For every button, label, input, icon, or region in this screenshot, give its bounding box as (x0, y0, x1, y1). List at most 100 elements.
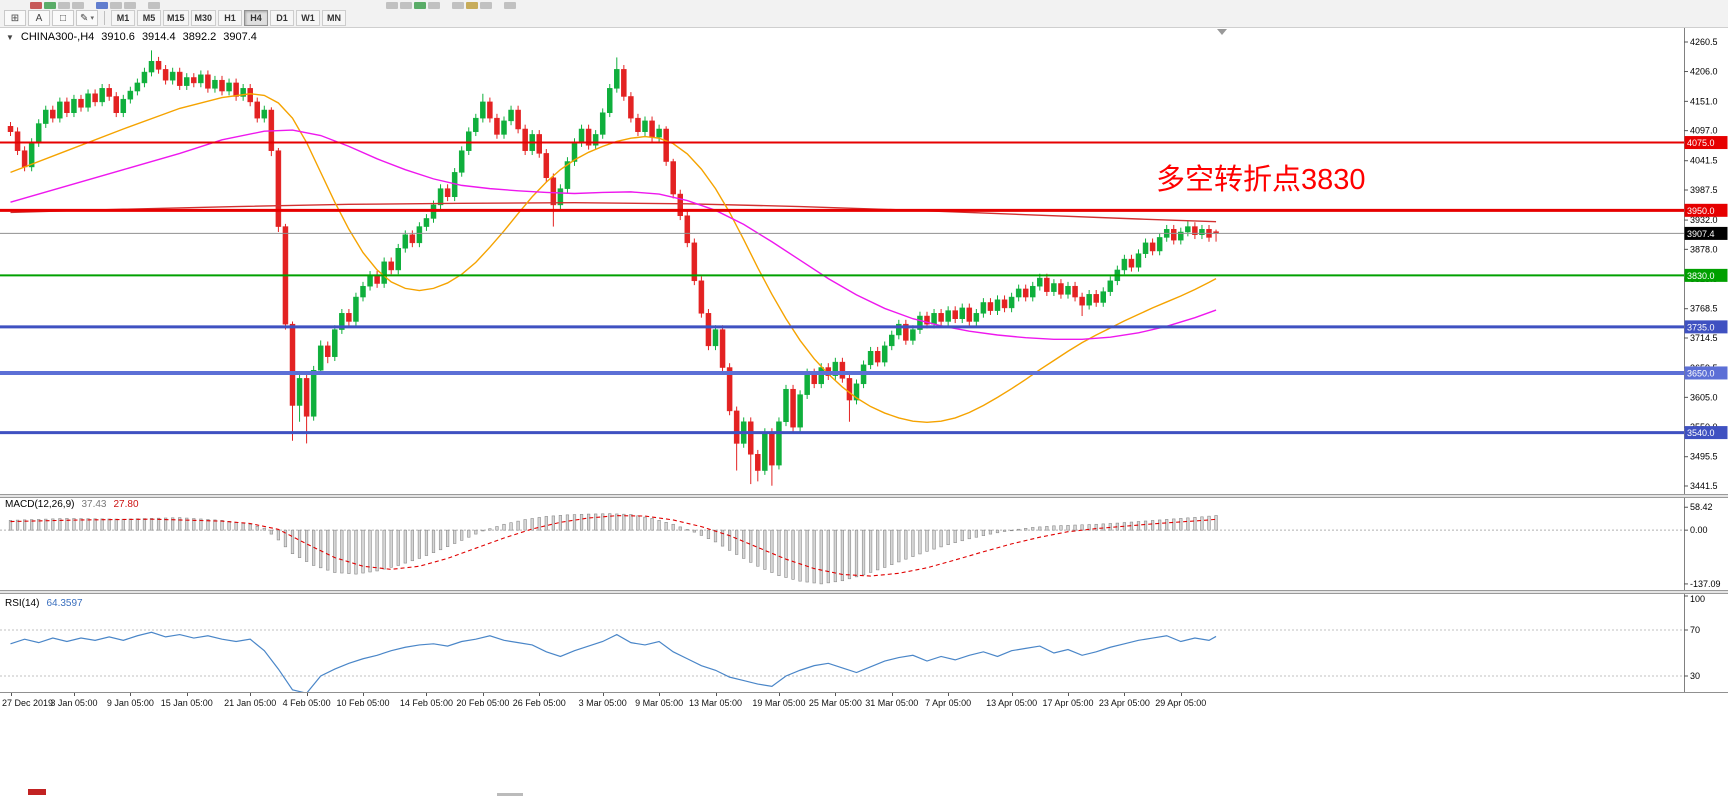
time-label: 19 Mar 05:00 (752, 698, 806, 708)
timeframe-m30-button[interactable]: M30 (190, 10, 217, 26)
svg-text:0.00: 0.00 (1690, 525, 1708, 535)
text-tool-button[interactable]: A (28, 10, 50, 26)
toolbar-icon-partial[interactable] (466, 2, 478, 9)
timeframe-h1-button[interactable]: H1 (218, 10, 243, 26)
ohlc-close: 3907.4 (223, 31, 257, 43)
time-label: 17 Apr 05:00 (1042, 698, 1094, 708)
horizontal-lines-layer[interactable] (0, 141, 1684, 435)
chart-annotation-text[interactable]: 多空转折点3830 (1156, 164, 1366, 196)
time-tick (250, 693, 252, 696)
moving-averages-layer (10, 93, 1217, 423)
macd-scale[interactable]: 58.42 0.00 -137.09 (1684, 498, 1721, 590)
toolbar-icon-partial[interactable] (72, 2, 84, 9)
main-chart-svg[interactable]: 4260.5 4206.0 4151.0 4097.0 4041.5 3987.5 3932… (0, 28, 1728, 494)
crosshair-tool-icon: ⊞ (10, 12, 20, 24)
rsi-line (10, 631, 1217, 692)
time-label: 23 Apr 05:00 (1098, 698, 1150, 708)
svg-text:3768.5: 3768.5 (1690, 304, 1718, 314)
rsi-scale[interactable]: 100 70 30 (1684, 594, 1705, 692)
timeframe-w1-button[interactable]: W1 (296, 10, 321, 26)
time-tick (948, 693, 950, 696)
time-tick (306, 693, 308, 696)
time-tick (130, 693, 132, 696)
shapes-tool-button[interactable]: □ (52, 10, 74, 26)
toolbar-icon-partial[interactable] (414, 2, 426, 9)
ma-mid-orange (10, 93, 1217, 423)
price-badges: 4075.0 3950.0 3830.0 3735.0 3650.0 3540.0 3907… (1684, 136, 1728, 440)
time-label: 27 Dec 2019 (2, 698, 54, 708)
macd-panel-svg[interactable]: 58.42 0.00 -137.09 (0, 498, 1728, 590)
cut-off-content (497, 793, 523, 796)
time-tick (363, 693, 364, 696)
svg-text:3950.0: 3950.0 (1687, 206, 1715, 216)
chart-shift-marker (1217, 29, 1227, 35)
time-axis[interactable]: 27 Dec 2019 3 Jan 05:00 9 Jan 05:00 15 Jan … (0, 692, 1728, 714)
toolbar-main-row: ⊞ A □ ✎ ▾ M1 M5 M15 M30 H1 H4 D1 W1 MN (0, 9, 347, 27)
timeframe-h4-button[interactable]: H4 (244, 10, 269, 26)
rsi-panel-svg[interactable]: 100 70 30 (0, 594, 1728, 692)
ohlc-low: 3892.2 (182, 31, 217, 43)
toolbar-icon-partial[interactable] (58, 2, 70, 9)
toolbar-icon-partial[interactable] (386, 2, 398, 9)
time-label: 15 Jan 05:00 (160, 698, 213, 708)
timeframe-m15-button[interactable]: M15 (163, 10, 189, 26)
time-label: 26 Feb 05:00 (512, 698, 566, 708)
panel-splitter[interactable] (0, 590, 1728, 594)
timeframe-mn-button[interactable]: MN (322, 10, 347, 26)
time-label: 14 Feb 05:00 (399, 698, 453, 708)
toolbar-icon-partial[interactable] (452, 2, 464, 9)
time-tick (482, 693, 484, 696)
chart-window: 4260.5 4206.0 4151.0 4097.0 4041.5 3987.5 3932… (0, 28, 1728, 714)
time-label: 9 Mar 05:00 (635, 698, 684, 708)
toolbar-icon-partial[interactable] (124, 2, 136, 9)
crosshair-tool-button[interactable]: ⊞ (4, 10, 26, 26)
panel-splitter[interactable] (0, 494, 1728, 498)
svg-text:3540.0: 3540.0 (1687, 428, 1715, 438)
svg-text:70: 70 (1690, 625, 1700, 635)
toolbar-icon-partial[interactable] (504, 2, 516, 9)
time-label: 4 Feb 05:00 (282, 698, 331, 708)
ohlc-open: 3910.6 (101, 31, 135, 43)
toolbar-icon-partial[interactable] (110, 2, 122, 9)
rsi-header: RSI(14) 64.3597 (5, 598, 83, 609)
svg-text:3495.5: 3495.5 (1690, 452, 1718, 462)
chevron-down-icon: ▾ (90, 15, 94, 22)
collapse-triangle-icon[interactable]: ▼ (6, 32, 14, 42)
shapes-tool-icon: □ (59, 12, 67, 24)
timeframe-m5-button[interactable]: M5 (137, 10, 161, 26)
toolbar-icon-partial[interactable] (400, 2, 412, 9)
toolbar-icon-partial[interactable] (428, 2, 440, 9)
drawing-tools: ⊞ A □ ✎ ▾ (3, 10, 99, 26)
toolbar-icon-partial[interactable] (30, 2, 42, 9)
time-tick (835, 693, 837, 696)
svg-text:30: 30 (1690, 671, 1700, 681)
timeframe-d1-button[interactable]: D1 (270, 10, 295, 26)
time-tick (10, 693, 12, 696)
toolbar-separator (104, 11, 105, 25)
toolbar-icon-partial[interactable] (480, 2, 492, 9)
timeframe-m1-button[interactable]: M1 (111, 10, 135, 26)
time-tick (602, 693, 604, 696)
ma-fast-magenta (10, 129, 1217, 341)
time-label: 13 Apr 05:00 (986, 698, 1038, 708)
toolbar-icon-partial[interactable] (44, 2, 56, 9)
time-label: 31 Mar 05:00 (865, 698, 919, 708)
toolbar-icon-partial[interactable] (96, 2, 108, 9)
svg-text:3605.0: 3605.0 (1690, 392, 1718, 402)
time-tick (1124, 693, 1126, 696)
ma-slow-red (10, 202, 1217, 223)
top-toolbar: ⊞ A □ ✎ ▾ M1 M5 M15 M30 H1 H4 D1 W1 MN (0, 0, 1728, 28)
time-label: 10 Feb 05:00 (336, 698, 390, 708)
draw-tool-button[interactable]: ✎ ▾ (76, 10, 98, 26)
svg-text:58.42: 58.42 (1690, 502, 1713, 512)
macd-header: MACD(12,26,9) 37.43 27.80 (5, 499, 139, 510)
macd-label: MACD(12,26,9) (5, 499, 75, 510)
svg-text:3735.0: 3735.0 (1687, 322, 1715, 332)
ohlc-high: 3914.4 (141, 31, 176, 43)
svg-text:3907.4: 3907.4 (1687, 229, 1715, 239)
toolbar-icon-partial[interactable] (148, 2, 160, 9)
time-label: 29 Apr 05:00 (1155, 698, 1207, 708)
svg-text:4097.0: 4097.0 (1690, 126, 1718, 136)
time-tick (715, 693, 717, 696)
